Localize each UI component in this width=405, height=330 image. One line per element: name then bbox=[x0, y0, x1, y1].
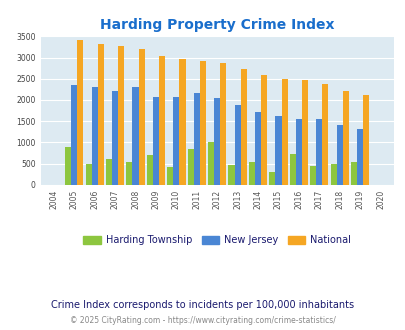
Bar bbox=[275, 116, 281, 185]
Bar bbox=[147, 155, 153, 185]
Bar bbox=[220, 63, 226, 185]
Bar bbox=[98, 44, 104, 185]
Bar bbox=[234, 105, 240, 185]
Bar bbox=[342, 91, 348, 185]
Bar bbox=[350, 162, 356, 185]
Bar bbox=[92, 87, 98, 185]
Bar bbox=[159, 56, 165, 185]
Bar bbox=[362, 95, 369, 185]
Bar bbox=[153, 97, 159, 185]
Bar bbox=[126, 162, 132, 185]
Bar bbox=[269, 172, 275, 185]
Bar bbox=[260, 75, 266, 185]
Bar bbox=[254, 112, 260, 185]
Bar bbox=[330, 164, 336, 185]
Bar bbox=[132, 87, 138, 185]
Bar bbox=[228, 165, 234, 185]
Bar bbox=[179, 59, 185, 185]
Bar bbox=[106, 159, 112, 185]
Bar bbox=[336, 125, 342, 185]
Bar bbox=[193, 93, 199, 185]
Bar bbox=[309, 166, 315, 185]
Bar bbox=[187, 149, 193, 185]
Text: © 2025 CityRating.com - https://www.cityrating.com/crime-statistics/: © 2025 CityRating.com - https://www.city… bbox=[70, 316, 335, 325]
Bar bbox=[213, 98, 220, 185]
Bar bbox=[356, 129, 362, 185]
Bar bbox=[173, 97, 179, 185]
Legend: Harding Township, New Jersey, National: Harding Township, New Jersey, National bbox=[79, 231, 354, 249]
Bar bbox=[207, 142, 213, 185]
Bar bbox=[248, 162, 254, 185]
Bar bbox=[71, 85, 77, 185]
Bar bbox=[167, 167, 173, 185]
Bar bbox=[281, 79, 287, 185]
Bar bbox=[289, 154, 295, 185]
Text: Crime Index corresponds to incidents per 100,000 inhabitants: Crime Index corresponds to incidents per… bbox=[51, 300, 354, 310]
Bar bbox=[240, 69, 246, 185]
Bar bbox=[85, 164, 92, 185]
Bar bbox=[315, 118, 322, 185]
Bar bbox=[77, 40, 83, 185]
Bar bbox=[65, 148, 71, 185]
Title: Harding Property Crime Index: Harding Property Crime Index bbox=[100, 18, 334, 32]
Bar bbox=[295, 118, 301, 185]
Bar bbox=[199, 61, 205, 185]
Bar bbox=[118, 47, 124, 185]
Bar bbox=[322, 84, 328, 185]
Bar bbox=[138, 49, 144, 185]
Bar bbox=[112, 91, 118, 185]
Bar bbox=[301, 80, 307, 185]
